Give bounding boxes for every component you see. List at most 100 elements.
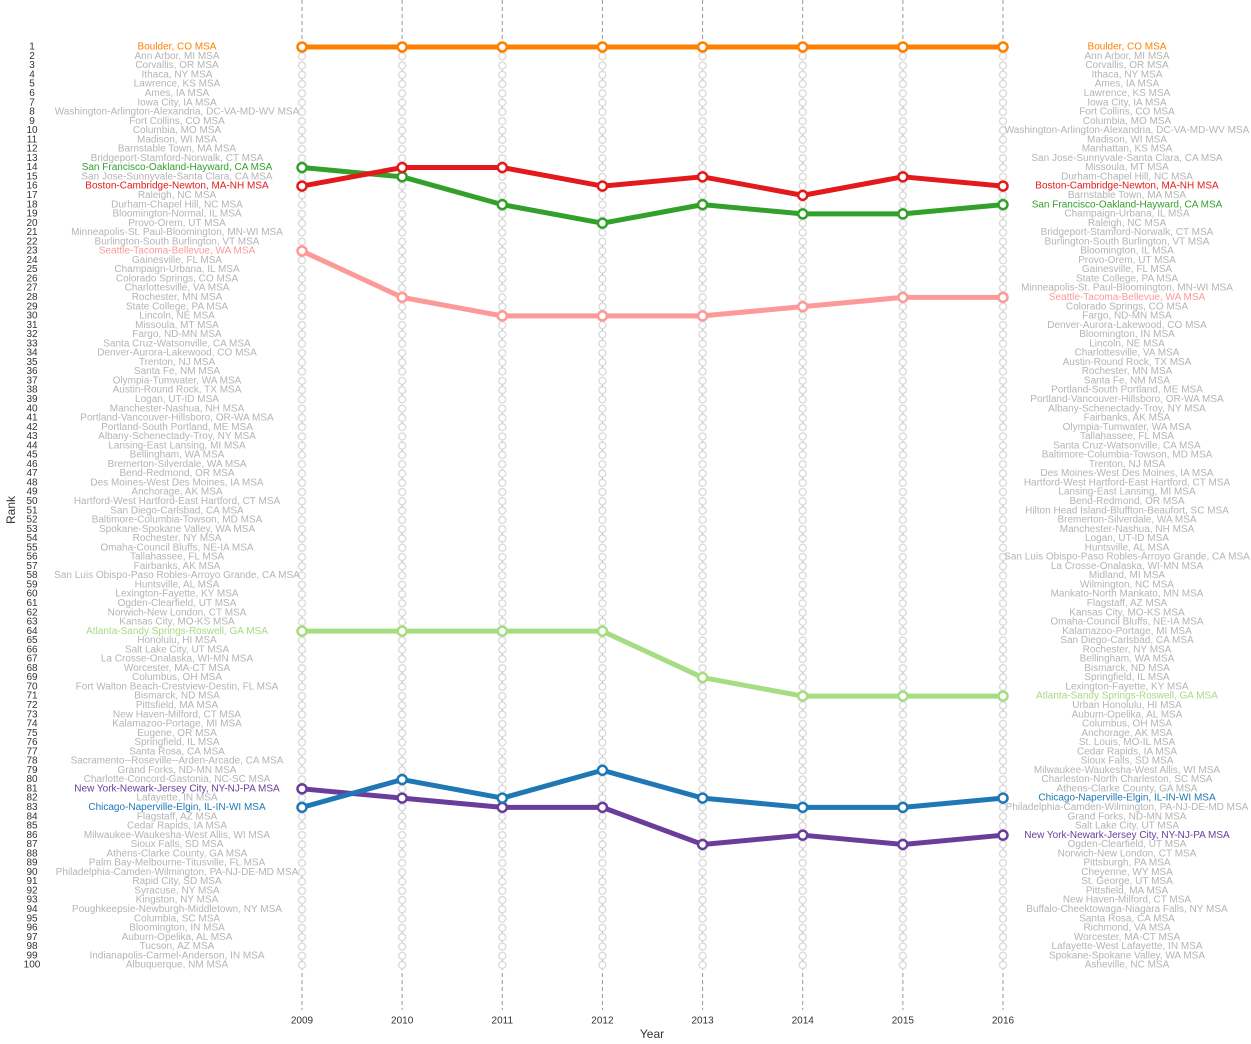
rank-marker bbox=[598, 89, 607, 98]
rank-marker bbox=[798, 163, 807, 172]
rank-marker bbox=[898, 432, 908, 441]
rank-marker bbox=[498, 691, 507, 701]
rank-marker bbox=[498, 450, 507, 460]
y-tick-label: 31 bbox=[26, 320, 38, 331]
y-tick-label: 14 bbox=[26, 162, 38, 173]
y-tick-label: 93 bbox=[26, 895, 38, 906]
series-line bbox=[301, 165, 1004, 198]
left-label: Burlington-South Burlington, VT MSA bbox=[95, 236, 260, 247]
rank-marker bbox=[798, 450, 807, 460]
right-label: Boulder, CO MSA bbox=[1088, 42, 1167, 53]
rank-marker bbox=[397, 701, 407, 710]
rank-marker bbox=[698, 654, 707, 664]
rank-marker bbox=[297, 543, 307, 552]
y-tick-label: 96 bbox=[26, 923, 38, 934]
right-label: Portland-Vancouver-Hillsboro, OR-WA MSA bbox=[1030, 394, 1224, 405]
rank-marker bbox=[698, 812, 707, 821]
rank-marker bbox=[998, 756, 1008, 766]
rank-marker bbox=[998, 858, 1008, 868]
rank-marker bbox=[498, 756, 507, 766]
rank-marker bbox=[698, 237, 707, 246]
series-point bbox=[296, 41, 308, 53]
rank-marker bbox=[297, 441, 307, 450]
rank-marker bbox=[297, 469, 307, 478]
rank-marker bbox=[397, 914, 407, 923]
y-tick-label: 95 bbox=[26, 913, 38, 924]
rank-marker bbox=[498, 534, 507, 543]
y-tick-label: 52 bbox=[26, 515, 38, 526]
rank-marker bbox=[798, 682, 807, 692]
series-point bbox=[396, 625, 408, 637]
right-label: Pittsburgh, PA MSA bbox=[1083, 858, 1170, 869]
rank-marker bbox=[397, 154, 407, 163]
rank-marker bbox=[798, 385, 807, 395]
right-label: Norwich-New London, CT MSA bbox=[1058, 848, 1197, 859]
rank-marker bbox=[498, 784, 507, 794]
rank-marker bbox=[598, 701, 607, 710]
rank-marker bbox=[297, 645, 307, 654]
rank-marker bbox=[898, 265, 908, 274]
rank-marker bbox=[598, 905, 607, 914]
left-label: Kalamazoo-Portage, MI MSA bbox=[112, 719, 242, 730]
rank-marker bbox=[798, 52, 807, 61]
rank-marker bbox=[598, 552, 607, 562]
right-label: Burlington-South Burlington, VT MSA bbox=[1045, 236, 1210, 247]
rank-marker bbox=[397, 413, 407, 423]
series-point bbox=[396, 792, 408, 804]
rank-marker bbox=[297, 812, 307, 821]
rank-marker bbox=[498, 256, 507, 265]
right-label: Portland-South Portland, ME MSA bbox=[1051, 385, 1203, 396]
series-point bbox=[796, 208, 809, 220]
series-point bbox=[997, 829, 1009, 841]
right-label: Asheville, NC MSA bbox=[1085, 960, 1170, 971]
left-label: Atlanta-Sandy Springs-Roswell, GA MSA bbox=[86, 626, 268, 637]
series-point bbox=[696, 671, 709, 684]
left-label: Bismarck, ND MSA bbox=[134, 691, 220, 702]
left-label: Charlottesville, VA MSA bbox=[125, 283, 230, 294]
rank-marker bbox=[598, 793, 607, 803]
series-point bbox=[396, 773, 408, 786]
rank-marker bbox=[998, 135, 1008, 144]
y-tick-label: 19 bbox=[26, 209, 38, 220]
left-label: San Francisco-Oakland-Hayward, CA MSA bbox=[82, 162, 273, 173]
left-label: Missoula, MT MSA bbox=[135, 320, 219, 331]
y-tick-label: 91 bbox=[26, 876, 38, 887]
rank-marker bbox=[698, 775, 707, 784]
rank-marker bbox=[998, 914, 1008, 923]
rank-marker bbox=[698, 339, 707, 348]
rank-marker bbox=[598, 868, 607, 877]
rank-marker bbox=[698, 126, 707, 135]
rank-marker bbox=[698, 107, 707, 117]
rank-marker bbox=[498, 413, 507, 423]
rank-marker bbox=[698, 580, 707, 590]
rank-marker bbox=[598, 376, 607, 386]
rank-marker bbox=[798, 283, 807, 293]
rank-marker bbox=[698, 682, 707, 692]
rank-marker bbox=[798, 376, 807, 386]
series-point bbox=[796, 300, 809, 313]
left-label: Huntsville, AL MSA bbox=[135, 579, 220, 590]
rank-marker bbox=[898, 469, 908, 478]
rank-marker bbox=[498, 599, 507, 608]
right-label: Omaha-Council Bluffs, NE-IA MSA bbox=[1050, 617, 1204, 628]
rank-marker bbox=[598, 330, 607, 339]
y-tick-label: 38 bbox=[26, 385, 38, 396]
y-tick-label: 41 bbox=[26, 413, 38, 424]
left-label: Flagstaff, AZ MSA bbox=[137, 811, 218, 822]
series-point bbox=[496, 792, 509, 804]
rank-marker bbox=[598, 617, 607, 627]
right-label: Barnstable Town, MA MSA bbox=[1068, 190, 1187, 201]
series-point bbox=[396, 41, 408, 53]
rank-marker bbox=[998, 571, 1008, 580]
right-label: Rochester, NY MSA bbox=[1083, 644, 1172, 655]
y-tick-label: 15 bbox=[26, 171, 38, 182]
rank-marker bbox=[297, 432, 307, 441]
rank-marker bbox=[898, 942, 908, 951]
right-label: Bloomington, IN MSA bbox=[1079, 329, 1175, 340]
rank-marker bbox=[698, 163, 707, 172]
left-label: Columbus, OH MSA bbox=[132, 672, 222, 683]
right-label: Missoula, MT MSA bbox=[1085, 162, 1169, 173]
left-label: Ithaca, NY MSA bbox=[142, 69, 213, 80]
rank-marker bbox=[498, 385, 507, 395]
rank-marker bbox=[898, 256, 908, 265]
